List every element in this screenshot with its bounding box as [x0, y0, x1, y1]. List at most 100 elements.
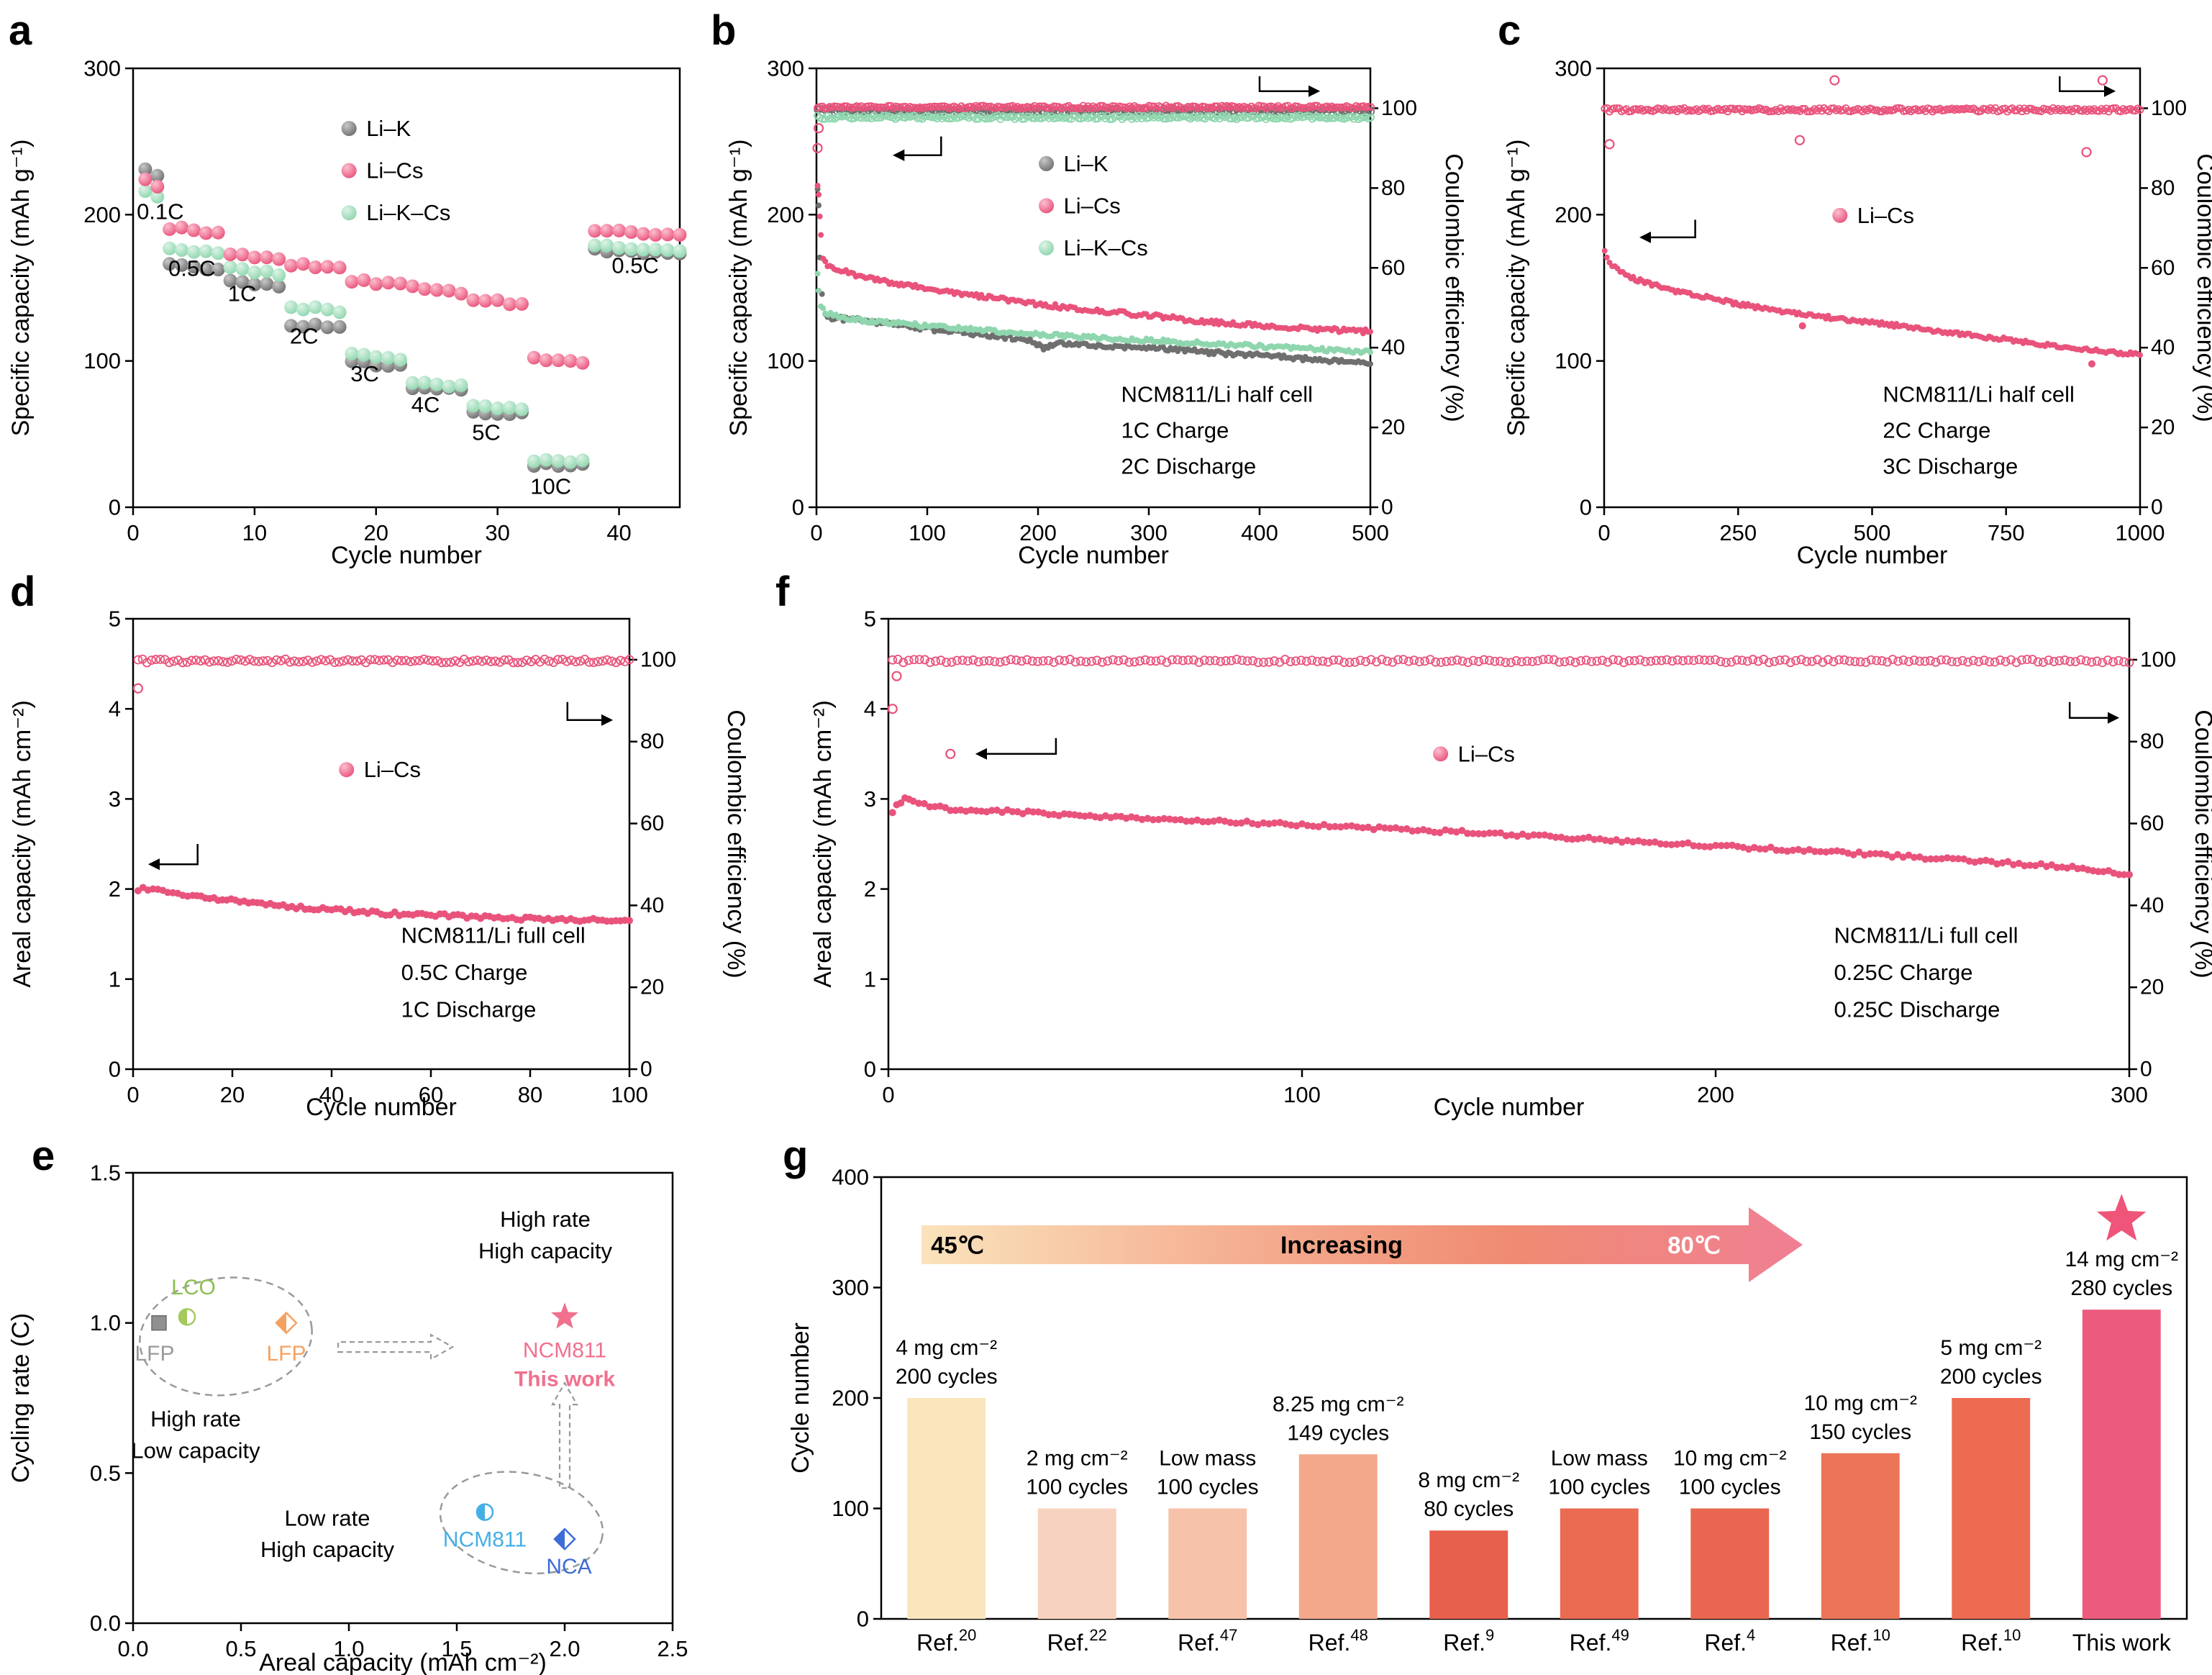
- y-tick-label: 0: [109, 1057, 121, 1082]
- x-tick-label: 20: [220, 1082, 245, 1107]
- cycle-bar: [1429, 1530, 1508, 1619]
- category-label: Ref.20: [916, 1626, 976, 1656]
- marker-LFP: [275, 1311, 298, 1335]
- axis-pointer-arrow: [147, 844, 199, 871]
- legend: Li–K Li–Cs Li–K–Cs: [341, 116, 450, 225]
- category-label: Ref.9: [1443, 1626, 1494, 1656]
- panel-b-half-cell-cycling-chart: 0 100 200 300 400 5000100200300020406080100Cy…: [725, 56, 1467, 570]
- y-tick-label: 300: [767, 56, 804, 81]
- bar-cycles-label: 149 cycles: [1287, 1421, 1389, 1445]
- y-tick-label: 300: [832, 1275, 869, 1300]
- y2-tick-label: 0: [1381, 496, 1393, 519]
- bar-mass-label: 4 mg cm⁻²: [896, 1336, 997, 1360]
- x-axis-title: Cycle number: [331, 542, 482, 569]
- bar-cycles-label: 100 cycles: [1679, 1476, 1781, 1499]
- x-tick-label: 100: [1283, 1082, 1321, 1107]
- x-tick-label: 40: [319, 1082, 344, 1107]
- region-label: Low rate: [285, 1505, 370, 1530]
- legend-label: Li–Cs: [1857, 203, 1914, 228]
- category-label: Ref.4: [1704, 1626, 1755, 1656]
- y2-tick-label: 60: [640, 812, 664, 835]
- marker-LFP: [151, 1315, 167, 1331]
- y-axis-title: Areal capacity (mAh cm⁻²): [9, 700, 36, 988]
- x-axis-title: Cycle number: [1797, 542, 1948, 569]
- y-tick-label: 300: [83, 56, 121, 81]
- panel-label-b: b: [711, 7, 737, 54]
- axis-pointer-arrow: [566, 702, 614, 726]
- coulombic-efficiency-series-li_cs: [1601, 104, 2144, 116]
- y2-tick-label: 40: [2140, 894, 2164, 917]
- cycle-bar: [1037, 1508, 1116, 1619]
- condition-line: 0.25C Charge: [1834, 960, 1972, 985]
- y2-tick-label: 60: [2151, 256, 2175, 280]
- y2-tick-label: 40: [640, 894, 664, 917]
- y2-tick-label: 0: [2151, 496, 2163, 519]
- y-tick-label: 1: [864, 966, 876, 991]
- test-condition-note: NCM811/Li full cell 0.5C Charge 1C Dischar…: [401, 923, 586, 1022]
- marker-NCA: [553, 1528, 576, 1551]
- y-tick-label: 100: [767, 348, 804, 373]
- rate-label: 0.5C: [611, 253, 658, 278]
- group-ellipse: [139, 1276, 313, 1397]
- legend-label: Li–Cs: [1458, 741, 1515, 766]
- rate-label: 2C: [290, 323, 319, 348]
- y-tick-label: 0.5: [90, 1461, 121, 1486]
- bar-mass-label: 14 mg cm⁻²: [2065, 1248, 2178, 1271]
- condition-line: 0.5C Charge: [401, 960, 528, 985]
- y-axis-title: Specific capacity (mAh g⁻¹): [7, 140, 35, 437]
- y-tick-label: 2: [864, 876, 876, 902]
- coulombic-efficiency-series-li_cs: [814, 101, 1375, 113]
- y2-tick-label: 0: [2140, 1058, 2152, 1081]
- panel-g-literature-comparison-bar-chart: 0 100 200 300 400 Cycle number 45℃ Increasing 80…: [787, 1165, 2188, 1656]
- bar-mass-label: 8.25 mg cm⁻²: [1273, 1392, 1404, 1416]
- x-tick-label: 300: [2111, 1082, 2148, 1107]
- bar-mass-label: 10 mg cm⁻²: [1673, 1447, 1787, 1471]
- x-tick-label: 1.0: [333, 1636, 364, 1661]
- coulombic-efficiency-series-li_cs: [888, 654, 2134, 668]
- x-tick-label: 30: [485, 520, 509, 545]
- legend-marker-li_cs: [339, 762, 355, 778]
- y-tick-label: 4: [109, 696, 121, 722]
- legend-marker-li_k: [1039, 155, 1055, 171]
- y-axis-title: Cycle number: [787, 1322, 814, 1474]
- legend: Li–Cs: [1433, 741, 1515, 766]
- x-tick-label: 750: [1988, 520, 2025, 545]
- series-li_k_cs: [138, 184, 687, 469]
- y-tick-label: 0: [864, 1057, 876, 1082]
- capacity-series-li_k_cs: [814, 271, 1373, 356]
- axis-pointer-arrow: [2068, 702, 2120, 724]
- legend-marker-li_k_cs: [341, 205, 357, 221]
- x-tick-label: 0: [810, 520, 822, 545]
- bar-cycles-label: 100 cycles: [1548, 1476, 1650, 1499]
- ce-outlier-points: [1604, 75, 2108, 158]
- y2-axis-title: Coulombic efficiency (%): [1440, 153, 1467, 422]
- condition-line: NCM811/Li half cell: [1121, 382, 1313, 407]
- bar-cycles-label: 280 cycles: [2070, 1276, 2172, 1300]
- material-label: LFP: [135, 1342, 174, 1366]
- series-li_cs: [138, 172, 687, 370]
- x-axis-title: Cycle number: [1434, 1094, 1585, 1121]
- legend-label: Li–Cs: [364, 757, 421, 782]
- cycle-bar: [1952, 1398, 2031, 1619]
- rate-label: 0.5C: [168, 256, 215, 281]
- category-label: This work: [2072, 1630, 2172, 1656]
- category-label: Ref.10: [1831, 1626, 1890, 1656]
- bar-mass-label: Low mass: [1551, 1447, 1648, 1471]
- y-tick-label: 1.5: [90, 1161, 121, 1186]
- y2-axis-title: Coulombic efficiency (%): [2190, 709, 2212, 979]
- condition-line: 2C Charge: [1883, 418, 1990, 443]
- dashed-transition-arrow: [337, 1333, 455, 1361]
- coulombic-efficiency-series-li_cs: [133, 654, 634, 668]
- marker-This work: [551, 1302, 578, 1329]
- legend-label: Li–Cs: [1064, 193, 1121, 218]
- panel-a-rate-capability-chart: 0 10 20 30 40 0 100 200 300 Cycle number Specific …: [7, 56, 687, 569]
- region-label: High rate: [500, 1207, 591, 1232]
- capacity-series-li_cs: [814, 183, 1373, 337]
- x-tick-label: 500: [1352, 520, 1389, 545]
- cycle-bar: [1821, 1453, 1900, 1619]
- y-axis-title: Cycling rate (C): [7, 1313, 35, 1483]
- bar-cycles-label: 200 cycles: [1940, 1365, 2042, 1389]
- material-label: NCM811: [523, 1339, 606, 1363]
